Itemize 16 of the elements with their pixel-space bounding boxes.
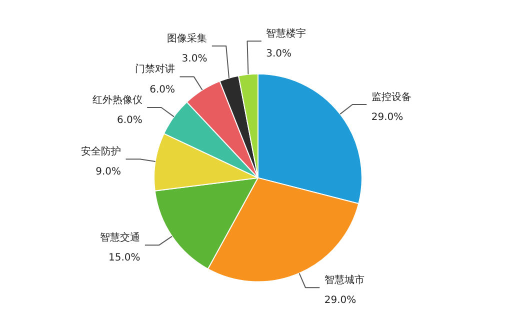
slice-label: 门禁对讲 <box>135 63 176 76</box>
data-label: 29.0% <box>371 112 404 123</box>
slice-label: 智慧城市 <box>324 274 364 286</box>
slice-label: 智慧楼宇 <box>266 28 306 40</box>
data-label: 3.0% <box>182 53 208 64</box>
slice-label: 智慧交通 <box>100 231 140 244</box>
slice-label: 安全防护 <box>81 146 122 158</box>
data-label: 6.0% <box>150 84 176 96</box>
slice-label: 图像采集 <box>167 32 208 44</box>
data-label: 29.0% <box>324 295 356 306</box>
slice-label: 红外热像仪 <box>92 94 142 106</box>
data-label: 15.0% <box>108 252 140 264</box>
data-label: 3.0% <box>266 48 292 60</box>
data-label: 6.0% <box>116 115 142 126</box>
data-label: 9.0% <box>96 166 122 178</box>
slice-label: 监控设备 <box>371 90 412 103</box>
